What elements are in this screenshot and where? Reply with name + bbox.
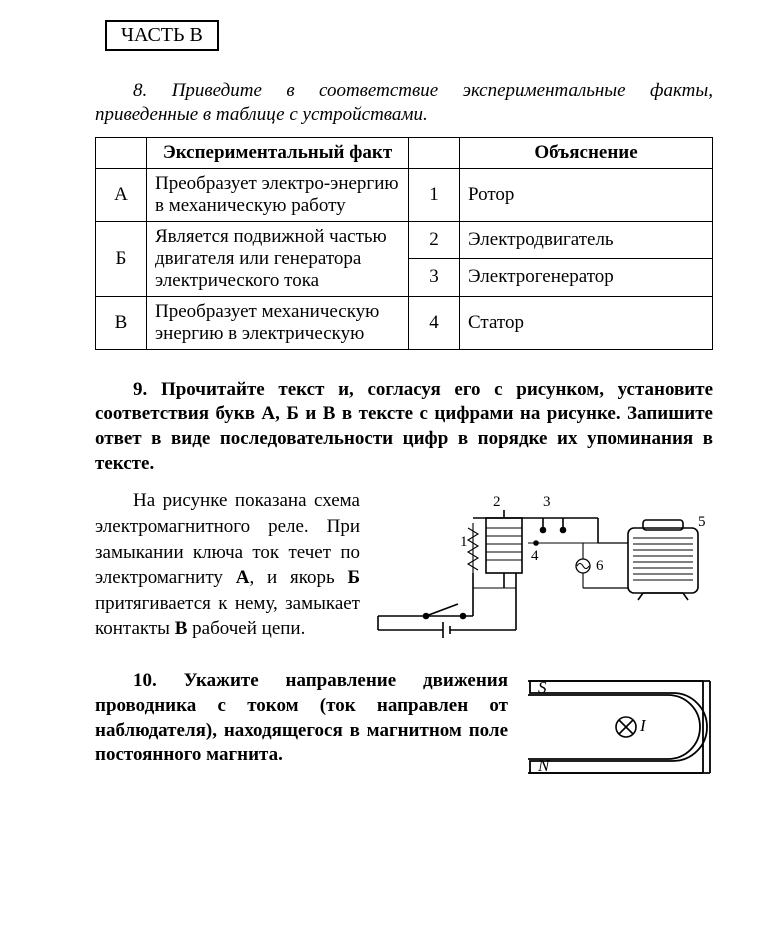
q9-letter-A: А	[236, 567, 250, 588]
table-row: Б Является подвижной частью двигателя ил…	[96, 221, 713, 259]
cell-fact: Преобразует механическую энергию в элект…	[147, 296, 409, 349]
cell-expl: Ротор	[460, 168, 713, 221]
table-header-row: Экспериментальный факт Объяснение	[96, 137, 713, 168]
section-heading: ЧАСТЬ В	[105, 20, 219, 51]
q9-fig-label-6: 6	[596, 558, 604, 574]
cell-fact: Является подвижной частью двигателя или …	[147, 221, 409, 296]
q8-prompt-text: Приведите в соответствие экспериментальн…	[95, 80, 713, 125]
cell-num: 2	[409, 221, 460, 259]
q9-letter-C: В	[175, 618, 188, 639]
cell-letter: А	[96, 168, 147, 221]
q10-prompt-text: Укажите направление движения проводника …	[95, 670, 508, 765]
q8-number: 8.	[133, 80, 147, 101]
header-blank-mid	[409, 137, 460, 168]
q8-prompt: 8. Приведите в соответствие эксперимента…	[95, 79, 713, 127]
cell-expl: Электрогенератор	[460, 259, 713, 297]
q10-number: 10.	[133, 670, 157, 691]
q9-fig-label-2: 2	[493, 494, 501, 510]
q9-number: 9.	[133, 379, 147, 400]
q9-fig-label-1: 1	[460, 534, 468, 550]
q8-table: Экспериментальный факт Объяснение А Прео…	[95, 137, 713, 350]
table-row: В Преобразует механическую энергию в эле…	[96, 296, 713, 349]
q10-wrap: S N I 10. Укажите направление движения п…	[95, 669, 713, 784]
page: ЧАСТЬ В 8. Приведите в соответствие эксп…	[0, 0, 768, 932]
cell-letter: В	[96, 296, 147, 349]
q9-fig-label-4: 4	[531, 548, 539, 564]
q9-body-wrap: 1 2 3 4 5 6 На рисунке показана схема эл…	[95, 488, 713, 643]
table-row: А Преобразует электро-энергию в механиче…	[96, 168, 713, 221]
cell-num: 1	[409, 168, 460, 221]
cell-fact: Преобразует электро-энергию в механическ…	[147, 168, 409, 221]
q10-figure: S N I	[518, 669, 713, 784]
header-expl: Объяснение	[460, 137, 713, 168]
cell-num: 4	[409, 296, 460, 349]
header-blank-left	[96, 137, 147, 168]
cell-expl: Статор	[460, 296, 713, 349]
cell-letter: Б	[96, 221, 147, 296]
cell-expl: Электродвигатель	[460, 221, 713, 259]
q9-letter-B: Б	[347, 567, 360, 588]
cell-num: 3	[409, 259, 460, 297]
q9-body-p4: рабочей цепи.	[192, 618, 305, 639]
q10-label-N: N	[537, 756, 551, 775]
q10-label-S: S	[538, 678, 547, 697]
q9-fig-label-5: 5	[698, 514, 706, 530]
q9-prompt-text: Прочитайте текст и, согласуя его с рисун…	[95, 379, 713, 474]
q10-label-I: I	[639, 716, 647, 735]
q9-body-p2: , и якорь	[249, 567, 334, 588]
q9-figure: 1 2 3 4 5 6	[368, 488, 713, 643]
header-fact: Экспериментальный факт	[147, 137, 409, 168]
q9-fig-label-3: 3	[543, 494, 551, 510]
q9-prompt: 9. Прочитайте текст и, согласуя его с ри…	[95, 378, 713, 477]
